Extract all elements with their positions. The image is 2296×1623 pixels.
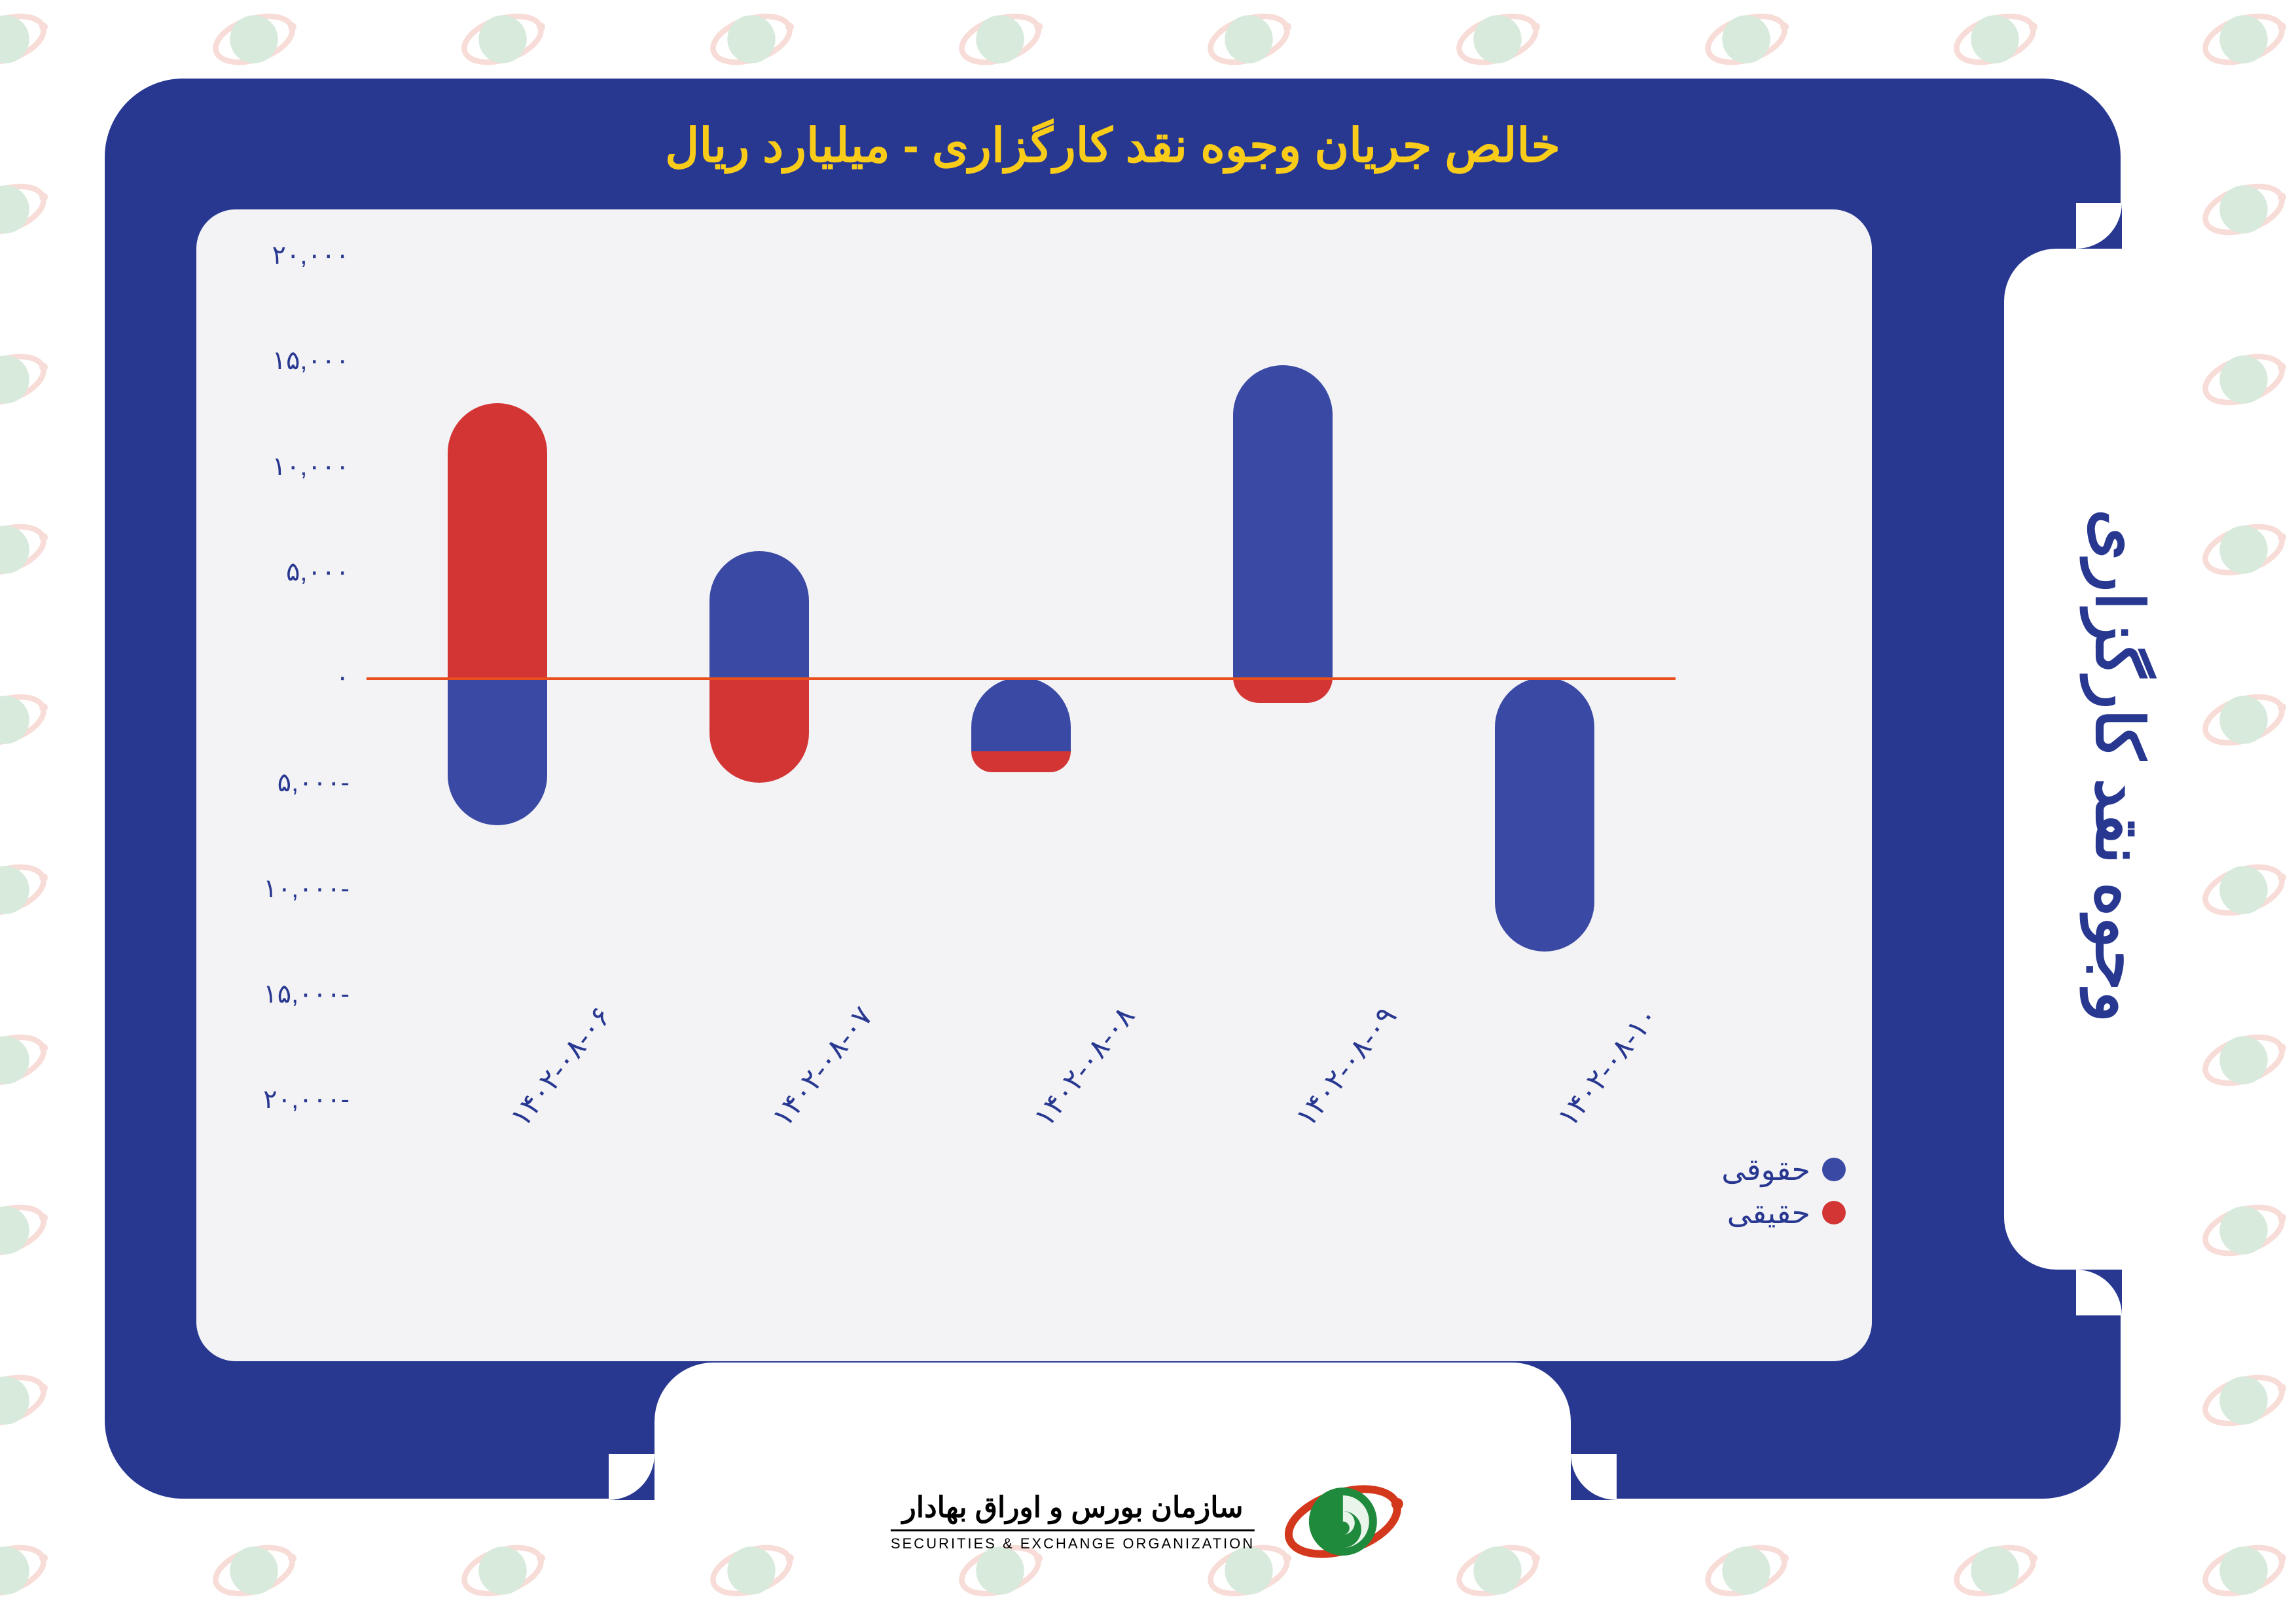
y-tick-label: -۱۵,۰۰۰ — [263, 979, 367, 1009]
y-tick-label: ۵,۰۰۰ — [286, 557, 367, 587]
bar-segment — [1233, 365, 1333, 677]
bar-segment — [1495, 677, 1594, 952]
org-logo-icon — [1281, 1466, 1405, 1577]
legend: حقوقی حقیقی — [1721, 1144, 1846, 1230]
main-frame: خالص جریان وجوه نقد کارگزاری - میلیارد ر… — [105, 79, 2121, 1499]
bar-segment — [971, 677, 1071, 751]
x-tick-label: ۱۴۰۲-۰۸-۰۹ — [1289, 1000, 1404, 1133]
legend-item-series1: حقوقی — [1721, 1152, 1846, 1187]
y-tick-label: ۱۰,۰۰۰ — [272, 452, 367, 482]
footer-org-name-en: SECURITIES & EXCHANGE ORGANIZATION — [891, 1535, 1255, 1552]
bar-segment — [709, 677, 809, 783]
legend-item-series2: حقیقی — [1721, 1195, 1846, 1230]
x-tick-label: ۱۴۰۲-۰۸-۱۰ — [1551, 1000, 1666, 1133]
x-tick-label: ۱۴۰۲-۰۸-۰۷ — [766, 1000, 880, 1133]
y-tick-label: -۵,۰۰۰ — [278, 768, 367, 798]
plot-area: ۲۰,۰۰۰ ۱۵,۰۰۰ ۱۰,۰۰۰ ۵,۰۰۰ ۰ -۵,۰۰۰ -۱۰,۰۰۰ -۱۵… — [196, 209, 1872, 1361]
legend-swatch-series1 — [1822, 1158, 1846, 1181]
chart-title: خالص جریان وجوه نقد کارگزاری - میلیارد ر… — [105, 118, 2121, 173]
chart-inner: ۲۰,۰۰۰۱۵,۰۰۰۱۰,۰۰۰۵,۰۰۰۰-۵,۰۰۰-۱۰,۰۰۰-۱۵… — [367, 255, 1676, 1099]
x-tick-label: ۱۴۰۲-۰۸-۰۸ — [1028, 1000, 1142, 1133]
footer-org-name-fa: سازمان بورس و اوراق بهادار — [891, 1491, 1255, 1531]
footer-logo: سازمان بورس و اوراق بهادار SECURITIES & … — [891, 1466, 1405, 1577]
side-title: وجوه نقد کارگزاری — [2073, 275, 2165, 1257]
legend-swatch-series2 — [1822, 1201, 1846, 1224]
bar-segment — [709, 551, 809, 678]
y-tick-label: -۲۰,۰۰۰ — [263, 1084, 367, 1115]
bar-segment — [1233, 677, 1333, 703]
zero-line — [367, 677, 1676, 680]
legend-label-series2: حقیقی — [1727, 1195, 1810, 1230]
bar-segment — [448, 403, 547, 677]
y-tick-label: ۲۰,۰۰۰ — [272, 240, 367, 270]
y-tick-label: ۰ — [336, 662, 367, 692]
y-tick-label: ۱۵,۰۰۰ — [272, 346, 367, 376]
y-tick-label: -۱۰,۰۰۰ — [263, 874, 367, 904]
bar-segment — [971, 751, 1071, 772]
x-tick-label: ۱۴۰۲-۰۸-۰۶ — [504, 1000, 619, 1133]
legend-label-series1: حقوقی — [1721, 1152, 1810, 1187]
